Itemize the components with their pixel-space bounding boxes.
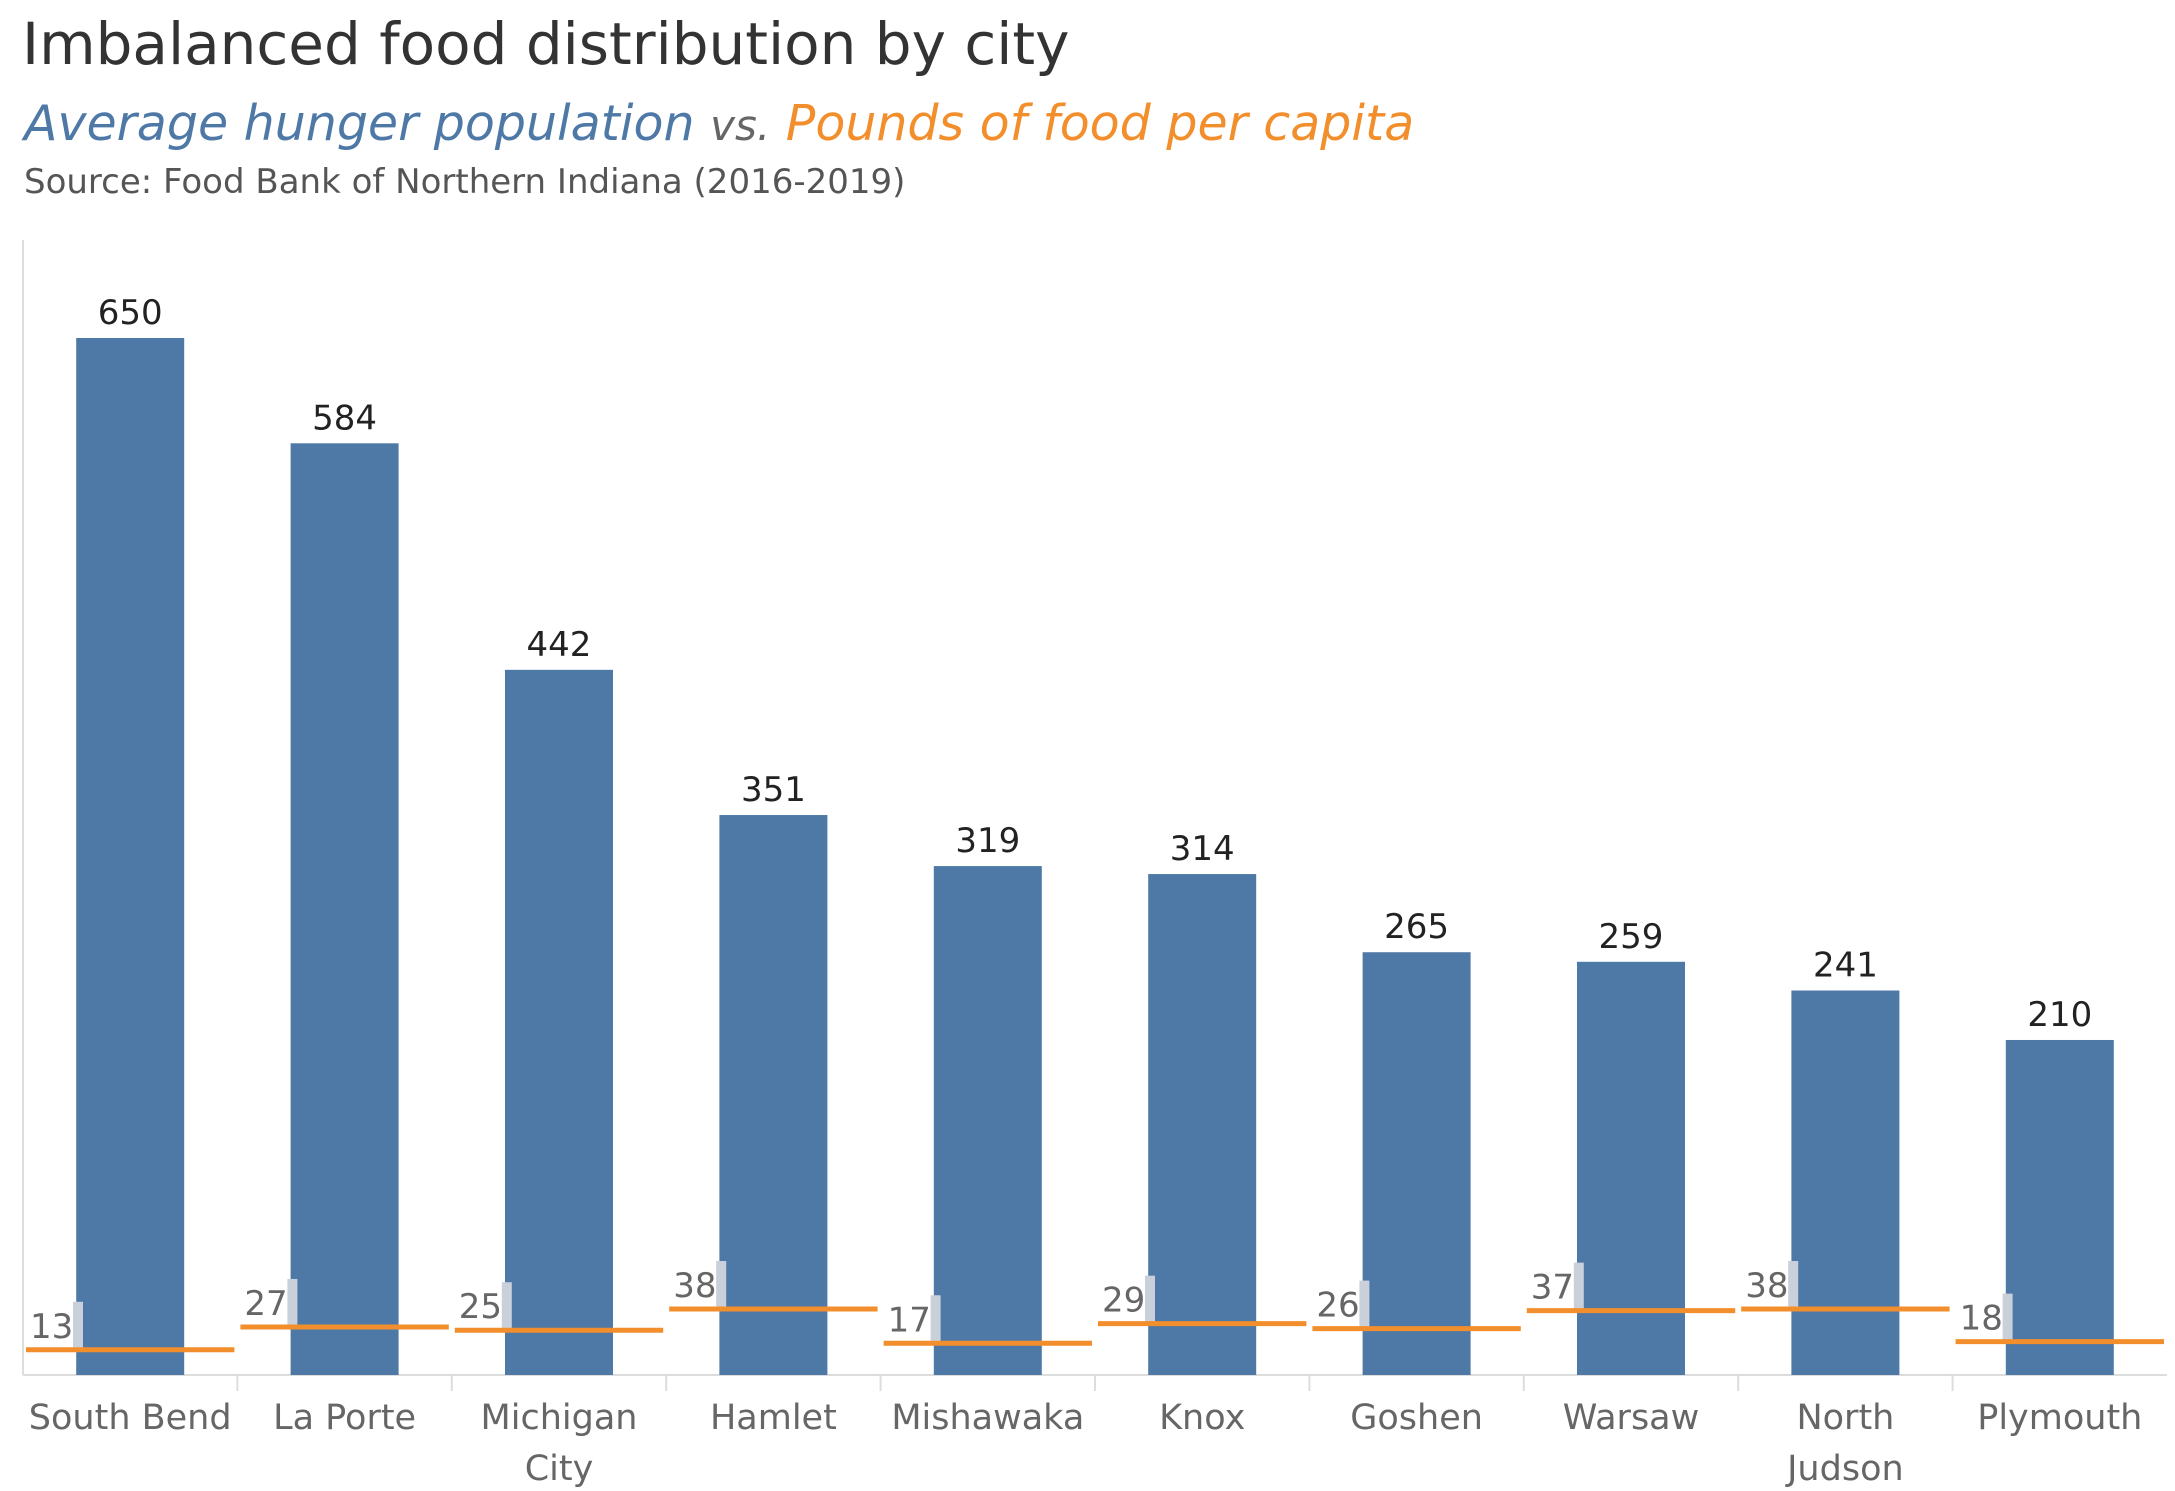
food-per-capita-marker (930, 1295, 941, 1344)
food-value-label: 37 (1531, 1268, 1574, 1308)
food-per-capita-marker (1573, 1262, 1584, 1311)
x-tick-label: Warsaw (1563, 1398, 1700, 1438)
food-per-capita-marker (1145, 1275, 1155, 1324)
food-value-label: 17 (888, 1300, 931, 1340)
food-per-capita-marker (716, 1261, 727, 1309)
hunger-value-label: 351 (741, 770, 806, 810)
food-per-capita-marker (2002, 1293, 2013, 1342)
chart-title: Imbalanced food distribution by city (22, 10, 1070, 78)
x-tick-label: Michigan (481, 1398, 638, 1438)
x-tick-label: Mishawaka (891, 1398, 1084, 1438)
hunger-bar (1362, 952, 1471, 1375)
food-per-capita-marker (1788, 1261, 1799, 1309)
x-tick-label: La Porte (273, 1398, 416, 1438)
food-value-label: 18 (1960, 1299, 2003, 1339)
hunger-value-label: 210 (2027, 995, 2092, 1035)
hunger-value-label: 314 (1170, 829, 1235, 869)
x-tick-label: Hamlet (710, 1398, 837, 1438)
food-per-capita-marker (1359, 1280, 1370, 1329)
food-value-label: 38 (673, 1266, 716, 1306)
hunger-bar (1148, 874, 1257, 1375)
hunger-bar (1791, 990, 1900, 1375)
food-per-capita-marker (501, 1282, 512, 1331)
hunger-bar (933, 866, 1042, 1375)
chart-source: Source: Food Bank of Northern Indiana (2… (24, 162, 906, 202)
food-value-label: 13 (30, 1307, 73, 1347)
food-value-label: 29 (1102, 1281, 1145, 1321)
x-tick-label: Judson (1785, 1449, 1904, 1489)
subtitle-series-hunger: Average hunger population (24, 95, 695, 152)
x-tick-label: Plymouth (1977, 1398, 2142, 1438)
hunger-value-label: 241 (1813, 946, 1878, 986)
x-tick-label: South Bend (29, 1398, 232, 1438)
hunger-value-label: 259 (1599, 917, 1664, 957)
hunger-bar (505, 669, 613, 1375)
hunger-value-label: 650 (98, 293, 163, 333)
food-value-label: 26 (1316, 1286, 1359, 1326)
hunger-bar (290, 443, 399, 1375)
x-tick-label: Knox (1159, 1398, 1245, 1438)
food-per-capita-marker (73, 1301, 83, 1350)
hunger-value-label: 319 (955, 821, 1020, 861)
hunger-bar (719, 815, 828, 1375)
hunger-value-label: 584 (312, 398, 377, 438)
x-tick-label: North (1796, 1398, 1894, 1438)
food-value-label: 27 (244, 1284, 287, 1324)
food-value-label: 25 (459, 1287, 502, 1327)
subtitle-vs: vs. (710, 101, 771, 150)
hunger-bar (2005, 1039, 2114, 1375)
subtitle-series-food: Pounds of food per capita (785, 95, 1415, 152)
food-value-label: 38 (1745, 1266, 1788, 1306)
hunger-value-label: 442 (527, 625, 592, 665)
hunger-bar (76, 338, 185, 1375)
chart-subtitle: Average hunger population vs. Pounds of … (24, 95, 1414, 152)
x-tick-label: City (525, 1449, 594, 1489)
hunger-bar (1577, 961, 1685, 1375)
food-per-capita-marker (287, 1278, 298, 1327)
hunger-value-label: 265 (1384, 907, 1449, 947)
x-tick-label: Goshen (1350, 1398, 1483, 1438)
